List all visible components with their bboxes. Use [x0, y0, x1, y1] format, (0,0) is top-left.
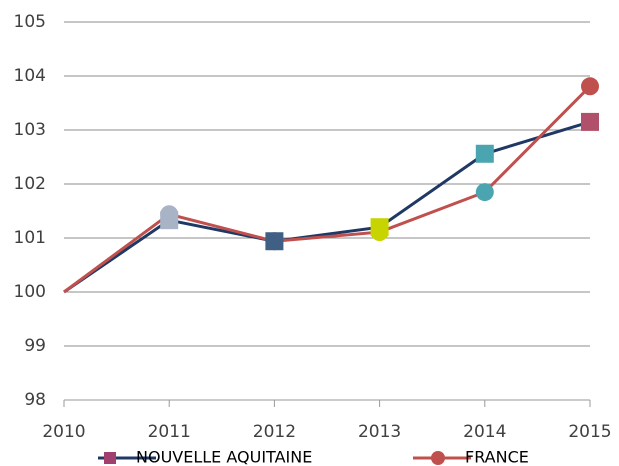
- y-tick-label: 104: [14, 66, 46, 86]
- marker: [581, 77, 599, 96]
- legend-label: FRANCE: [465, 448, 529, 466]
- marker: [370, 223, 389, 242]
- marker: [475, 183, 494, 202]
- y-tick-label: 103: [14, 120, 46, 140]
- y-tick-label: 99: [24, 336, 46, 356]
- x-tick-label: 2012: [253, 422, 296, 442]
- legend-label: NOUVELLE AQUITAINE: [136, 448, 312, 466]
- marker: [160, 205, 179, 224]
- y-tick-label: 101: [14, 228, 46, 248]
- x-tick-label: 2010: [42, 422, 85, 442]
- marker: [265, 232, 284, 251]
- x-tick-label: 2014: [463, 422, 506, 442]
- y-tick-label: 98: [24, 390, 46, 410]
- x-tick-label: 2015: [568, 422, 611, 442]
- x-tick-label: 2011: [148, 422, 191, 442]
- legend-marker: [431, 451, 445, 465]
- marker: [475, 144, 494, 163]
- x-tick-label: 2013: [358, 422, 401, 442]
- series-line: [63, 85, 592, 294]
- y-tick-label: 105: [14, 12, 46, 32]
- y-tick-label: 100: [14, 282, 46, 302]
- series-line: [63, 120, 591, 294]
- marker: [581, 112, 599, 131]
- y-tick-label: 102: [14, 174, 46, 194]
- legend-marker: [104, 452, 116, 464]
